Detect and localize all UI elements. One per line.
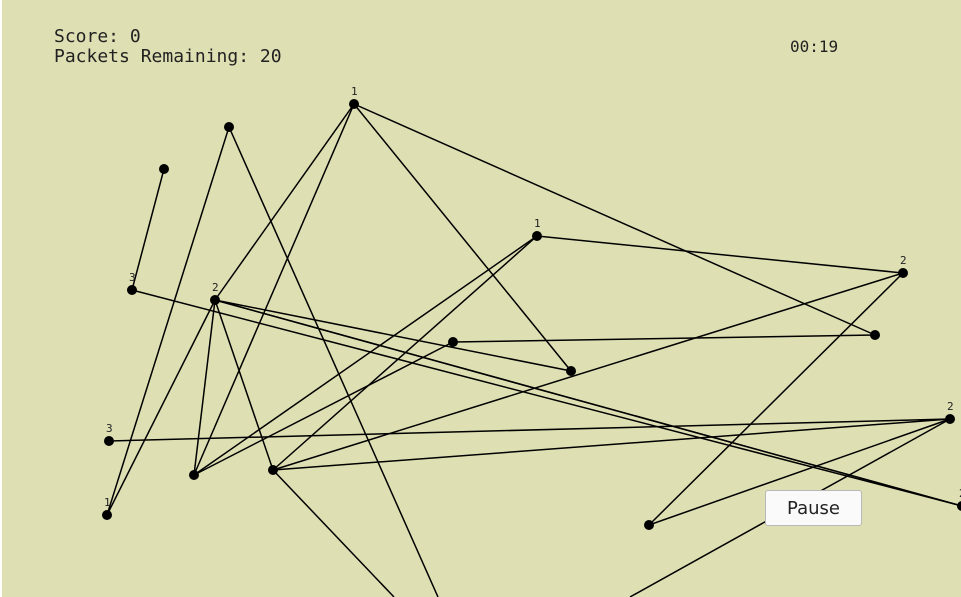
node-label-l: 3 bbox=[106, 422, 113, 435]
link-a-e bbox=[214, 103, 355, 301]
node-j[interactable] bbox=[448, 337, 458, 347]
link-k-p bbox=[648, 418, 951, 526]
node-n[interactable] bbox=[189, 470, 199, 480]
node-label-e: 2 bbox=[212, 281, 219, 294]
link-b-bottom1 bbox=[228, 126, 439, 597]
link-c-d bbox=[131, 168, 165, 291]
link-k-o bbox=[272, 418, 951, 471]
node-k[interactable] bbox=[945, 414, 955, 424]
node-label-a: 1 bbox=[351, 85, 358, 98]
node-h[interactable] bbox=[870, 330, 880, 340]
node-f[interactable] bbox=[532, 231, 542, 241]
link-g-p bbox=[648, 272, 904, 526]
node-b[interactable] bbox=[224, 122, 234, 132]
node-e[interactable] bbox=[210, 295, 220, 305]
node-label-f: 1 bbox=[534, 217, 541, 230]
link-j-h bbox=[452, 334, 876, 343]
link-a-n bbox=[193, 103, 355, 476]
link-e-o bbox=[214, 299, 274, 471]
node-label-m: 1 bbox=[104, 496, 111, 509]
link-b-m bbox=[106, 126, 230, 516]
timer-display: 00:19 bbox=[790, 37, 839, 56]
score-display: Score: 0 bbox=[54, 27, 141, 47]
node-i[interactable] bbox=[566, 366, 576, 376]
node-g[interactable] bbox=[898, 268, 908, 278]
link-f-g bbox=[536, 235, 904, 274]
node-label-k: 2 bbox=[947, 400, 954, 413]
node-d[interactable] bbox=[127, 285, 137, 295]
link-a-h bbox=[353, 103, 876, 336]
packets-label: Packets Remaining: bbox=[54, 46, 250, 67]
node-l[interactable] bbox=[104, 436, 114, 446]
node-label-g: 2 bbox=[900, 254, 907, 267]
link-e-m bbox=[106, 299, 216, 516]
node-p[interactable] bbox=[644, 520, 654, 530]
node-c[interactable] bbox=[159, 164, 169, 174]
link-o-bottom3 bbox=[272, 469, 395, 597]
link-j-n bbox=[193, 341, 454, 476]
score-label: Score: bbox=[54, 26, 120, 47]
node-label-d: 3 bbox=[129, 271, 136, 284]
link-l-k bbox=[108, 418, 951, 442]
link-d-q bbox=[131, 289, 961, 507]
packets-value: 20 bbox=[259, 46, 282, 67]
link-e-q bbox=[214, 299, 961, 507]
packets-remaining-display: Packets Remaining: 20 bbox=[54, 47, 282, 67]
score-value: 0 bbox=[129, 26, 141, 47]
node-m[interactable] bbox=[102, 510, 112, 520]
node-q[interactable] bbox=[957, 501, 961, 511]
link-a-i bbox=[353, 103, 572, 372]
link-e-n bbox=[193, 299, 216, 476]
link-g-o bbox=[272, 272, 904, 471]
pause-button[interactable]: Pause bbox=[765, 490, 862, 526]
node-o[interactable] bbox=[268, 465, 278, 475]
node-a[interactable] bbox=[349, 99, 359, 109]
link-f-n bbox=[193, 235, 538, 476]
node-label-q: 2 bbox=[959, 487, 961, 500]
